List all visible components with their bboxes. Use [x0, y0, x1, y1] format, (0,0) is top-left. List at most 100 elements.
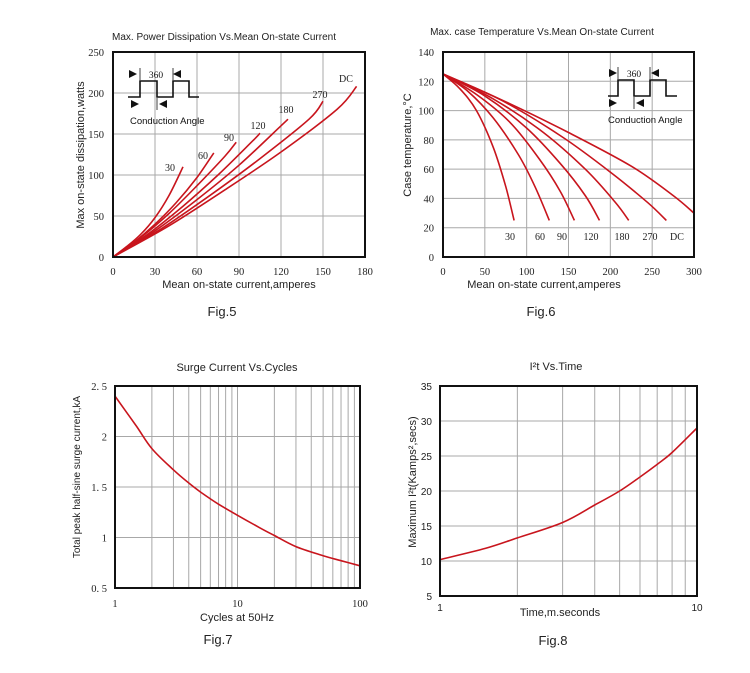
series-line-270	[112, 100, 324, 258]
y-tick-label: 2. 5	[91, 382, 107, 393]
x-tick-label: 200	[602, 267, 618, 278]
y-tick-label: 0	[99, 253, 104, 264]
chart-title: Surge Current Vs.Cycles	[176, 362, 298, 374]
x-tick-label: 0	[440, 267, 445, 278]
x-tick-label: 100	[519, 267, 535, 278]
figure-caption: Fig.5	[208, 304, 237, 319]
x-tick-label: 10	[691, 603, 703, 614]
x-tick-label: 1	[112, 599, 117, 610]
series-label-270: 270	[313, 90, 328, 101]
arrow-right-icon	[131, 100, 139, 108]
x-tick-label: 0	[110, 267, 115, 278]
y-tick-label: 0. 5	[91, 584, 107, 595]
y-tick-label: 2	[102, 433, 107, 444]
chart-fig6: Max. case Temperature Vs.Mean On-state C…	[402, 27, 702, 319]
period-label: 360	[149, 71, 164, 81]
x-tick-label: 90	[234, 267, 245, 278]
y-tick-label: 200	[88, 89, 104, 100]
figure-caption: Fig.7	[204, 632, 233, 647]
figure-caption: Fig.8	[539, 633, 568, 648]
conduction-angle-inset: 360 Conduction Angle	[608, 67, 682, 126]
waveform-icon	[128, 80, 199, 98]
plot-frame	[442, 51, 695, 258]
x-tick-label: 150	[561, 267, 577, 278]
series-label-60: 60	[535, 232, 545, 243]
x-tick-label: 250	[644, 267, 660, 278]
x-tick-label: 300	[686, 267, 702, 278]
chart-title: Max. Power Dissipation Vs.Mean On-state …	[112, 32, 336, 43]
plot-frame	[114, 385, 361, 589]
x-tick-label: 60	[192, 267, 203, 278]
series-line-30	[112, 166, 184, 258]
conduction-angle-caption: Conduction Angle	[130, 116, 204, 127]
x-tick-label: 10	[232, 599, 243, 610]
arrow-left-icon	[651, 69, 659, 77]
y-axis-label: Max on-state dissipation,watts	[75, 81, 87, 229]
chart-fig5: Max. Power Dissipation Vs.Mean On-state …	[75, 32, 373, 319]
x-tick-label: 150	[315, 267, 331, 278]
x-tick-label: 30	[150, 267, 161, 278]
series-line-60	[442, 73, 551, 221]
x-axis-label: Cycles at 50Hz	[200, 612, 274, 624]
y-tick-label: 250	[88, 48, 104, 59]
y-tick-label: 100	[88, 171, 104, 182]
series-label-180: 180	[615, 232, 630, 243]
arrow-left-icon	[636, 99, 644, 107]
x-axis-label: Time,m.seconds	[520, 607, 601, 619]
arrow-left-icon	[159, 100, 167, 108]
chart-fig8: I²t Vs.Time 5 10 15 20 25 30 35 1 10 Time,m.seco…	[407, 361, 703, 648]
arrow-right-icon	[609, 69, 617, 77]
x-axis-label: Mean on-state current,amperes	[162, 279, 316, 291]
y-tick-label: 140	[418, 48, 434, 59]
figure-caption: Fig.6	[527, 304, 556, 319]
y-tick-label: 120	[418, 77, 434, 88]
series-line-dc	[112, 85, 358, 258]
y-tick-label: 0	[429, 253, 434, 264]
series-label-dc: DC	[670, 232, 684, 243]
chart-title: I²t Vs.Time	[530, 361, 583, 373]
period-label: 360	[627, 70, 642, 80]
y-tick-label: 100	[418, 107, 434, 118]
plot-frame	[439, 385, 698, 597]
x-tick-label: 1	[437, 603, 443, 614]
series-line-120	[112, 132, 261, 258]
series-label-270: 270	[643, 232, 658, 243]
y-tick-label: 1. 5	[91, 483, 107, 494]
series-label-30: 30	[165, 163, 175, 174]
y-tick-label: 60	[424, 165, 435, 176]
series-line-90	[442, 73, 576, 221]
arrow-left-icon	[173, 70, 181, 78]
y-tick-label: 15	[421, 522, 433, 533]
y-tick-label: 50	[94, 212, 105, 223]
series-line-i2t	[439, 427, 698, 561]
x-tick-label: 120	[273, 267, 289, 278]
x-tick-label: 100	[352, 599, 368, 610]
x-tick-label: 50	[480, 267, 491, 278]
series-label-60: 60	[198, 151, 208, 162]
y-tick-label: 5	[426, 592, 432, 603]
series-line-surge	[114, 395, 361, 567]
y-tick-label: 1	[102, 534, 107, 545]
x-axis-label: Mean on-state current,amperes	[467, 279, 621, 291]
series-line-30	[442, 73, 515, 221]
y-tick-label: 35	[421, 382, 433, 393]
y-tick-label: 150	[88, 130, 104, 141]
y-tick-label: 30	[421, 417, 433, 428]
y-axis-label: Total peak half-sine surge current,kA	[72, 396, 83, 559]
y-tick-label: 20	[424, 224, 435, 235]
series-label-120: 120	[584, 232, 599, 243]
plot-frame	[112, 51, 366, 258]
series-line-120	[442, 73, 601, 221]
chart-title: Max. case Temperature Vs.Mean On-state C…	[430, 27, 654, 38]
series-label-dc: DC	[339, 74, 353, 85]
conduction-angle-caption: Conduction Angle	[608, 115, 682, 126]
series-line-180	[442, 73, 630, 221]
series-label-120: 120	[251, 121, 266, 132]
series-line-90	[112, 141, 237, 258]
y-axis-label: Case temperature,°C	[402, 93, 414, 196]
arrow-right-icon	[609, 99, 617, 107]
series-label-30: 30	[505, 232, 515, 243]
y-tick-label: 20	[421, 487, 433, 498]
series-label-90: 90	[557, 232, 567, 243]
